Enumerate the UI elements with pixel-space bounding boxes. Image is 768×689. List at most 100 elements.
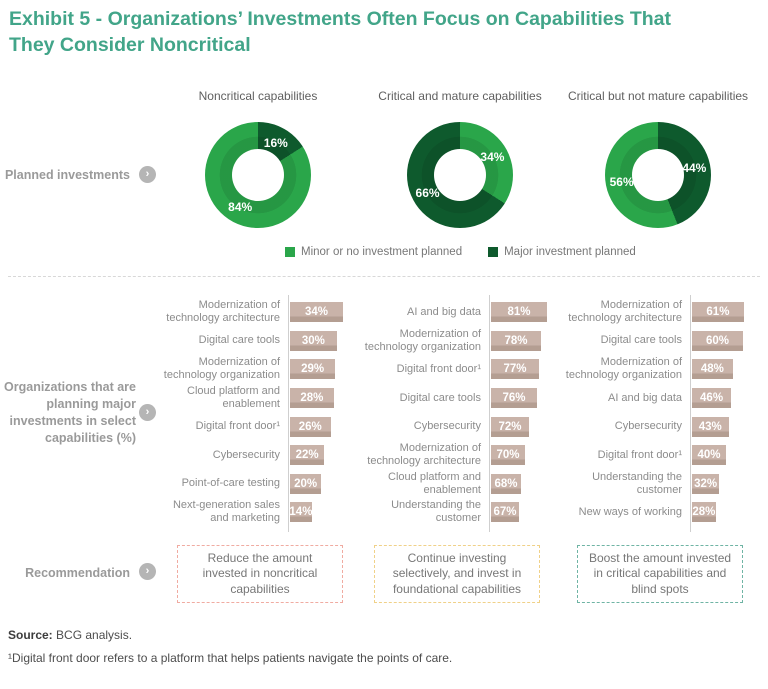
bar-value: 77%: [503, 363, 527, 376]
bar: 43%: [692, 416, 729, 437]
bar-label: Digital front door¹: [597, 448, 682, 461]
source-line: Source: BCG analysis.: [8, 628, 132, 642]
donut-slice-label: 44%: [682, 161, 707, 176]
bar-label: Modernization of technology organization: [565, 356, 682, 382]
bar-label: Digital care tools: [198, 334, 280, 347]
recommendation-box-critical-mature: Continue investing selectively, and inve…: [374, 545, 540, 603]
recommendation-box-critical-not-mature: Boost the amount invested in critical ca…: [577, 545, 743, 603]
chevron-right-icon: ›: [139, 166, 156, 183]
bar-label: Next-generation sales and marketing: [172, 499, 280, 525]
bar-label: Modernization of technology organization: [364, 327, 481, 353]
bar-label: Understanding the customer: [391, 499, 481, 525]
bar-row: Cloud platform and enablement 68%: [357, 470, 577, 499]
bar: 61%: [692, 302, 744, 323]
bar-axis-line: [690, 295, 691, 532]
bar-row: Cybersecurity 43%: [558, 412, 768, 441]
bar-label: AI and big data: [607, 391, 682, 404]
bar-axis-line: [288, 295, 289, 532]
planned-investments-label: Planned investments: [4, 168, 130, 182]
bar-value: 34%: [305, 306, 329, 319]
bar-value: 67%: [493, 506, 517, 519]
bar: 48%: [692, 359, 733, 380]
bar-row: Modernization of technology architecture…: [357, 441, 577, 470]
bar-axis-line: [489, 295, 490, 532]
bar-value: 29%: [301, 363, 325, 376]
bar-row: Modernization of technology architecture…: [558, 298, 768, 327]
bar-row: Modernization of technology organization…: [156, 355, 376, 384]
bar: 14%: [289, 502, 313, 523]
bar-value: 14%: [289, 506, 313, 519]
bar-row: Digital care tools 76%: [357, 384, 577, 413]
bar-row: Modernization of technology organization…: [357, 327, 577, 356]
bar-row: New ways of working 28%: [558, 498, 768, 527]
bar-value: 32%: [694, 477, 718, 490]
donut-hole: [434, 149, 486, 201]
bar: 60%: [692, 330, 743, 351]
donut-hole: [232, 149, 284, 201]
bar: 46%: [692, 388, 732, 409]
bar-chart-critical-mature: AI and big data 81% Modernization of techn…: [357, 295, 577, 532]
dashed-divider: [8, 276, 760, 277]
bar: 81%: [491, 302, 547, 323]
bar-value: 61%: [706, 306, 730, 319]
bar: 20%: [290, 473, 322, 494]
bar-row: Understanding the customer 32%: [558, 470, 768, 499]
bar: 34%: [290, 302, 344, 323]
bar-label: Cloud platform and enablement: [388, 470, 481, 496]
bar-row: AI and big data 81%: [357, 298, 577, 327]
bar: 32%: [692, 473, 720, 494]
bar-value: 48%: [700, 363, 724, 376]
legend: Minor or no investment planned Major inv…: [285, 246, 636, 258]
bar-row: Digital front door¹ 40%: [558, 441, 768, 470]
bar-label: Modernization of technology organization: [163, 356, 280, 382]
bar-row: Next-generation sales and marketing 14%: [156, 498, 376, 527]
source-text: BCG analysis.: [52, 628, 133, 642]
bar-value: 40%: [697, 449, 721, 462]
bar-row: Digital care tools 60%: [558, 327, 768, 356]
bar-label: Digital care tools: [399, 391, 481, 404]
major-investments-label: Organizations that are planning major in…: [4, 380, 136, 445]
bar-value: 43%: [698, 420, 722, 433]
recommendation-box-noncritical: Reduce the amount invested in noncritica…: [177, 545, 343, 603]
bar-row: Understanding the customer 67%: [357, 498, 577, 527]
chevron-right-icon: ›: [139, 563, 156, 580]
column-header-noncritical: Noncritical capabilities: [198, 89, 318, 103]
donut-chart-critical-not-mature: 44% 56%: [605, 122, 711, 228]
bar-label: Point-of-care testing: [181, 477, 280, 490]
bar: 78%: [491, 330, 541, 351]
bar-label: Modernization of technology architecture: [166, 299, 280, 325]
bar: 70%: [491, 445, 525, 466]
bar-value: 28%: [300, 392, 324, 405]
legend-label-major: Major investment planned: [504, 246, 636, 258]
bar-value: 28%: [692, 506, 716, 519]
donut-slice-label: 34%: [480, 150, 505, 165]
chevron-right-icon: ›: [139, 404, 156, 421]
bar: 68%: [491, 473, 521, 494]
bar-row: Cloud platform and enablement 28%: [156, 384, 376, 413]
bar: 40%: [692, 445, 726, 466]
source-label: Source:: [8, 628, 53, 642]
bar-value: 30%: [301, 334, 325, 347]
bar-chart-critical-not-mature: Modernization of technology architecture…: [558, 295, 768, 532]
bar-label: Cybersecurity: [614, 420, 682, 433]
donut-chart-critical-mature: 34% 66%: [407, 122, 513, 228]
bar-row: Point-of-care testing 20%: [156, 470, 376, 499]
bar: 29%: [290, 359, 336, 380]
legend-item-major: Major investment planned: [488, 246, 636, 258]
bar-row: Digital front door¹ 26%: [156, 412, 376, 441]
donut-slice-label: 16%: [263, 135, 288, 150]
bar-value: 22%: [295, 449, 319, 462]
bar-label: Cybersecurity: [212, 448, 280, 461]
bar-row: Modernization of technology architecture…: [156, 298, 376, 327]
bar: 77%: [491, 359, 539, 380]
recommendation-label: Recommendation: [25, 566, 130, 580]
bar-label: Cloud platform and enablement: [187, 385, 280, 411]
legend-item-minor: Minor or no investment planned: [285, 246, 462, 258]
bar-row: Digital care tools 30%: [156, 327, 376, 356]
bar-row: Cybersecurity 72%: [357, 412, 577, 441]
bar-value: 78%: [504, 334, 528, 347]
bar-label: New ways of working: [578, 505, 682, 518]
legend-swatch-minor-icon: [285, 247, 295, 257]
bar-chart-noncritical: Modernization of technology architecture…: [156, 295, 376, 532]
